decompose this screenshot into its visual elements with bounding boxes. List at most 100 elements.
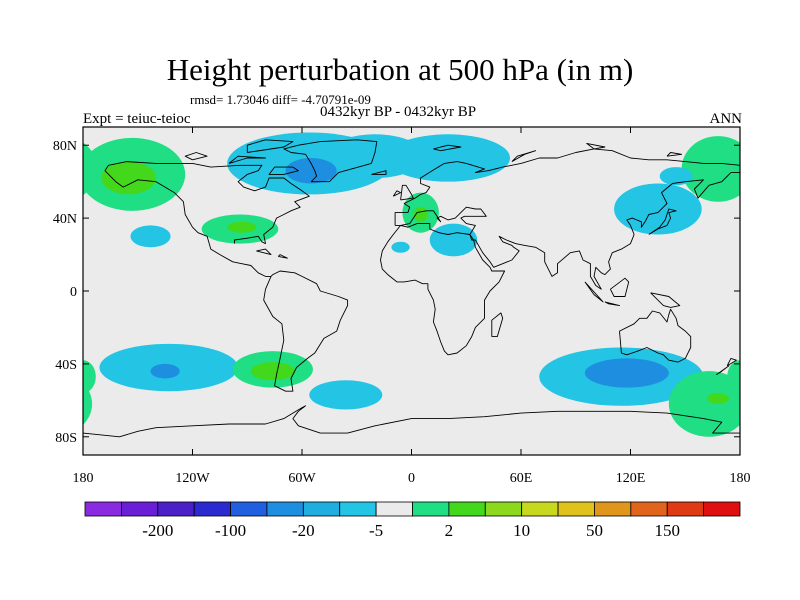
colorbar-label: 150 [654,521,680,540]
colorbar-box [375,501,413,517]
coastline [726,357,737,367]
coastline [395,206,487,235]
coastline [104,161,310,245]
x-tick-label: 60E [510,471,533,486]
coastline [491,312,504,338]
colorbar-box [412,501,450,517]
colorbar-label: -20 [292,521,315,540]
coastline [184,152,208,161]
period-label: 0432kyr BP - 0432kyr BP [320,104,477,120]
coastline [277,254,288,259]
coastline [283,139,378,183]
colorbar-box [302,501,341,517]
coastline [392,190,402,197]
coastline [511,150,537,162]
y-tick-label: 80S [55,431,77,446]
coastline [246,139,294,153]
x-tick-label: 60W [288,471,316,486]
coastlines [83,139,740,438]
colorbar-box [448,501,486,517]
y-tick-label: 40N [53,212,77,227]
anomaly-blob-pos2 [83,142,98,196]
anomaly-blob-neg5 [391,241,410,253]
anomaly-blob-pos2 [681,136,740,202]
colorbar-box [339,501,377,517]
colorbar-box [594,501,632,517]
coastline [380,223,506,356]
colorbar-box [521,501,559,517]
colorbar-box [703,501,741,517]
coastline [104,170,271,277]
anomaly-blob-pos2 [727,360,740,394]
coastline [584,281,604,303]
colorbar-box [193,501,231,517]
coastline [648,208,677,235]
x-tick-label: 180 [73,471,94,486]
colorbar-box [157,501,195,517]
coastline [83,405,740,438]
anomaly-blob-neg5 [614,183,702,235]
colorbar-box [84,501,122,517]
anomaly-field [83,132,740,437]
colorbar-label: 10 [513,521,530,540]
anomaly-blob-neg20 [285,157,337,184]
colorbar-label: 50 [586,521,603,540]
axis-ticks: 180 120W 60W 0 60E 120E 180 80N 40N 0 40S 80S [53,127,751,486]
coastline [604,301,620,307]
colorbar-box [557,501,595,517]
coastline [371,170,387,175]
colorbar: -200 -100 -20 -5 2 10 50 150 [84,501,741,540]
y-tick-label: 40S [55,358,77,373]
colorbar-box [666,501,705,517]
anomaly-blob-pos2 [668,371,740,437]
anomaly-blob-neg5 [309,380,383,410]
colorbar-label: -100 [215,521,246,540]
x-tick-label: 120W [175,471,210,486]
experiment-label: Expt = teiuc-teioc [83,111,191,127]
colorbar-label: -5 [369,521,383,540]
anomaly-blob-pos2 [736,161,740,188]
colorbar-box [230,501,268,517]
coastline [619,308,692,363]
coastline [268,166,299,175]
anomaly-blob-pos2 [83,383,93,425]
anomaly-blob-pos10 [250,362,295,381]
colorbar-box [484,501,523,517]
anomaly-blob-neg5 [659,167,693,186]
coastline [469,172,740,290]
y-tick-label: 0 [70,285,77,300]
coastline [666,152,683,157]
anomaly-blob-neg5 [429,223,478,257]
season-label: ANN [709,111,743,127]
colorbar-box [266,501,304,517]
anomaly-blob-neg5 [385,134,511,182]
colorbar-box [630,501,668,517]
x-tick-label: 0 [408,471,415,486]
stats-label: rmsd= 1.73046 diff= -4.70791e-09 [190,92,371,107]
coastline [394,148,740,226]
anomaly-blob-pos10 [707,393,730,404]
anomaly-blob-neg5 [130,225,171,248]
coastline [716,365,730,376]
anomaly-blob-pos10 [227,221,257,233]
coastline [433,144,462,152]
colorbar-label: 2 [445,521,454,540]
coastline [650,292,681,308]
coastline [263,270,349,392]
coastline [256,248,272,256]
y-tick-label: 80N [53,139,77,154]
colorbar-label: -200 [142,521,173,540]
coastline [228,155,266,164]
colorbar-box [120,501,159,517]
anomaly-blob-neg20 [584,358,669,388]
coastline [609,277,630,297]
x-tick-label: 180 [730,471,751,486]
anomaly-blob-pos10 [101,161,156,195]
x-tick-label: 120E [616,471,646,486]
anomaly-blob-neg20 [150,363,180,379]
anomaly-blob-pos2 [83,360,96,394]
page-title: Height perturbation at 500 hPa (in m) [166,52,634,87]
coastline [400,184,414,201]
coastline [586,142,606,150]
